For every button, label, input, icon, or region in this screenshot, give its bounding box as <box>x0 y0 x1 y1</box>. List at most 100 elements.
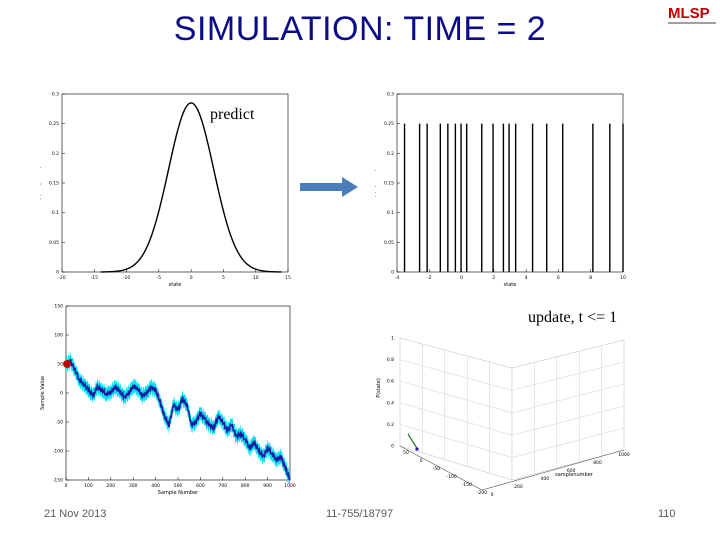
x-tick-label: 0 <box>65 483 68 489</box>
footer-date: 21 Nov 2013 <box>44 508 107 520</box>
x-tick-label: 0 <box>420 458 423 464</box>
x-tick-label: 400 <box>151 483 160 489</box>
wall-grid-line <box>399 402 513 436</box>
x-tick-label: 800 <box>241 483 250 489</box>
x-tick-label: -150 <box>462 482 472 488</box>
prior-distribution-plot: -20 -15 -10 -5 0 5 10 15 0 0.05 0.1 0.15 0.2 0.25 0.3 s… <box>40 92 291 289</box>
posterior-3d-plot: 0 0.2 0.4 0.6 0.8 1 P(state) 50 0 -50 -100 -150 -200… <box>376 336 630 499</box>
x-tick-label: -50 <box>433 466 440 472</box>
y-tick-label: 0.2 <box>387 151 394 157</box>
x-tick-label: 6 <box>557 275 560 281</box>
y-tick-label: 0.1 <box>387 210 394 216</box>
x-tick-label: 2 <box>492 275 495 281</box>
x-tick-label: -5 <box>157 275 162 281</box>
wall-grid-line <box>399 380 513 414</box>
x-tick-label: -2 <box>427 275 432 281</box>
x-axis-label: samplenumber <box>555 472 594 478</box>
y-tick-label: 0.3 <box>52 92 59 98</box>
mlsp-logo: MLSP <box>668 5 716 24</box>
predicted-particles-plot: -4 -2 0 2 4 6 8 10 0 0.05 0.1 0.15 0.2 0.25 0.3 state p(… <box>375 92 626 289</box>
y-axis-label: p(st|o1:t-1) <box>375 169 377 197</box>
y-tick-label: 150 <box>54 304 63 310</box>
x-axis-label: Sample Number <box>158 490 199 496</box>
x-tick-label: 10 <box>253 275 259 281</box>
y-tick-label: 200 <box>514 484 523 490</box>
plot-frame <box>61 93 289 273</box>
x-tick-label: 300 <box>129 483 138 489</box>
floor-edge <box>399 445 625 491</box>
logo-text: MLSP <box>668 5 710 22</box>
y-tick-label: 100 <box>54 333 63 339</box>
y-tick-label: 0.3 <box>387 92 394 98</box>
x-tick-label: -10 <box>123 275 130 281</box>
x-tick-label: 5 <box>222 275 225 281</box>
z-axis-label: P(state) <box>376 378 382 398</box>
x-tick-label: 600 <box>196 483 205 489</box>
x-tick-label: -100 <box>446 474 456 480</box>
posterior-particles <box>407 433 419 451</box>
x-tick-label: -200 <box>477 490 487 496</box>
y-axis-label: Sample Value <box>40 376 46 410</box>
y-axis-label: p(st-1|o1:t-1) <box>40 166 42 199</box>
left-wall <box>399 337 513 481</box>
slide-title: SIMULATION: TIME = 2 <box>173 10 547 48</box>
footer-page-number: 110 <box>658 508 676 520</box>
x-tick-label: 100 <box>84 483 93 489</box>
predict-label: predict <box>210 106 255 123</box>
wall-grid-line <box>399 424 513 458</box>
y-tick-label: 0.1 <box>52 210 59 216</box>
y-tick-label: 800 <box>593 460 602 466</box>
y-tick-label: -150 <box>53 478 63 484</box>
y-tick-label: -50 <box>56 420 63 426</box>
gaussian-curve <box>100 102 282 273</box>
x-tick-label: 8 <box>589 275 592 281</box>
update-label: update, t <= 1 <box>528 309 618 326</box>
wall-grid-line <box>511 383 625 414</box>
x-tick-label: 200 <box>107 483 116 489</box>
y-tick-label: 600 <box>567 468 576 474</box>
x-axis-label: state <box>169 282 182 288</box>
x-tick-label: 50 <box>403 450 409 456</box>
y-tick-label: 400 <box>541 476 550 482</box>
right-wall <box>511 339 625 481</box>
x-tick-label: 0 <box>190 275 193 281</box>
y-tick-label: 0 <box>56 270 59 276</box>
wall-grid-line <box>399 445 513 481</box>
x-tick-label: 4 <box>525 275 528 281</box>
current-sample-marker <box>63 360 72 368</box>
wall-grid-line <box>511 405 625 436</box>
x-tick-label: 900 <box>263 483 272 489</box>
x-tick-label: 1000 <box>284 483 296 489</box>
y-tick-label: 0 <box>491 492 494 498</box>
z-tick-label: 0 <box>391 444 394 450</box>
y-tick-label: 0.05 <box>49 240 59 246</box>
posterior-point <box>415 447 419 451</box>
y-tick-label: 0.05 <box>384 240 394 246</box>
x-tick-label: 10 <box>620 275 626 281</box>
x-tick-label: 700 <box>219 483 228 489</box>
sample-trajectory-plot: 0100200300400500600700800900100015010050… <box>40 304 296 497</box>
y-tick-label: -100 <box>53 449 63 455</box>
y-tick-label: 50 <box>57 362 63 368</box>
y-tick-label: 0.15 <box>384 181 394 187</box>
x-axis-label: state <box>504 282 517 288</box>
footer-course: 11-755/18797 <box>326 508 394 520</box>
z-tick-label: 0.4 <box>387 400 394 406</box>
wall-grid-line <box>511 339 625 369</box>
wall-grid-line <box>399 359 513 391</box>
x-tick-label: 0 <box>460 275 463 281</box>
y-tick-label: 0 <box>60 391 63 397</box>
y-tick-label: 0.2 <box>52 151 59 157</box>
wall-grid-line <box>511 361 625 391</box>
wall-grid-line <box>399 337 513 369</box>
z-tick-label: 1 <box>391 336 394 342</box>
z-tick-label: 0.8 <box>387 357 394 363</box>
x-tick-label: -20 <box>58 275 65 281</box>
y-tick-label: 0.25 <box>384 121 394 127</box>
plot-frame <box>396 93 624 273</box>
y-tick-label: 0 <box>391 270 394 276</box>
z-tick-label: 0.6 <box>387 379 394 385</box>
x-tick-label: 500 <box>174 483 183 489</box>
right-arrow-icon <box>300 177 358 197</box>
sample-series-line <box>65 358 291 481</box>
